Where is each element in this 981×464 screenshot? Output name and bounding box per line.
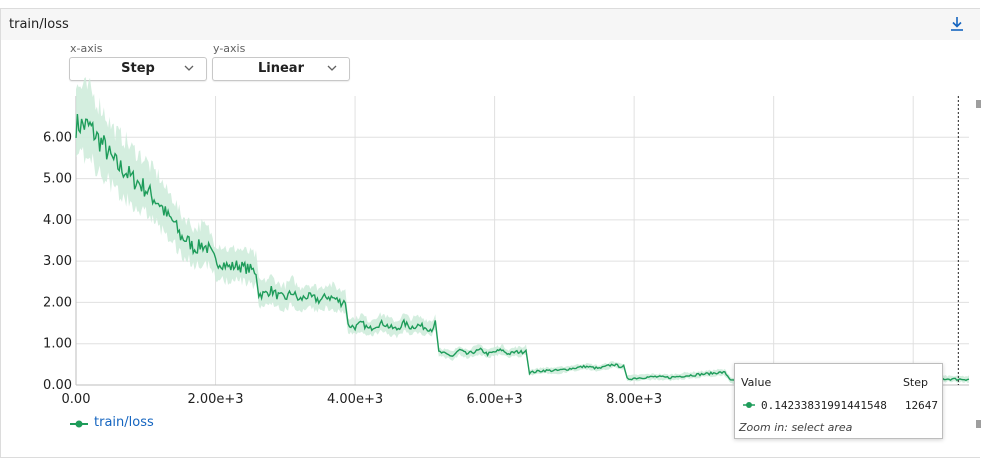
chevron-down-icon (327, 65, 337, 71)
tooltip-value: 0.14233831991441548 (761, 399, 887, 412)
chart-band (76, 77, 969, 385)
tooltip-step-header: Step (902, 376, 928, 389)
x-axis-select[interactable]: Step (69, 57, 207, 81)
scroll-mark (976, 420, 981, 428)
series-line-train-loss (75, 113, 970, 382)
scroll-mark (976, 100, 981, 108)
legend-swatch (70, 418, 88, 428)
x-tick-labels: 0.00 2.00e+3 4.00e+3 6.00e+3 8.00e+3 (62, 392, 663, 407)
chart-line (75, 113, 970, 382)
series-dot-icon (743, 402, 755, 408)
y-tick-labels: 0.00 1.00 2.00 3.00 4.00 5.00 6.00 (43, 130, 72, 393)
y-axis-label: y-axis (213, 42, 246, 55)
y-tick-label: 4.00 (43, 213, 72, 228)
card-header: train/loss (1, 9, 980, 40)
x-tick-label: 4.00e+3 (327, 392, 383, 407)
tooltip-value-header: Value (741, 376, 772, 389)
x-tick-label: 2.00e+3 (187, 392, 243, 407)
y-tick-label: 0.00 (43, 378, 72, 393)
chevron-down-icon (184, 65, 194, 71)
y-tick-label: 2.00 (43, 295, 72, 310)
tooltip-step: 12647 (904, 399, 938, 412)
x-axis-label: x-axis (70, 42, 103, 55)
card-title: train/loss (9, 17, 69, 32)
x-tick-label: 0.00 (62, 392, 91, 407)
x-axis-value: Step (121, 61, 155, 76)
download-icon[interactable] (948, 15, 966, 33)
legend-label: train/loss (94, 415, 154, 430)
y-axis-value: Linear (258, 61, 304, 76)
x-tick-label: 6.00e+3 (467, 392, 523, 407)
hover-tooltip: Value Step 0.14233831991441548 12647 Zoo… (734, 363, 943, 439)
confidence-band (76, 77, 969, 385)
y-tick-label: 5.00 (43, 172, 72, 187)
y-axis-select[interactable]: Linear (212, 57, 350, 81)
tooltip-hint: Zoom in: select area (739, 421, 853, 434)
y-tick-label: 3.00 (43, 254, 72, 269)
scalar-card: train/loss (0, 8, 980, 458)
legend: train/loss (70, 415, 154, 430)
y-tick-label: 6.00 (43, 130, 72, 145)
x-tick-label: 8.00e+3 (606, 392, 662, 407)
y-tick-label: 1.00 (43, 337, 72, 352)
